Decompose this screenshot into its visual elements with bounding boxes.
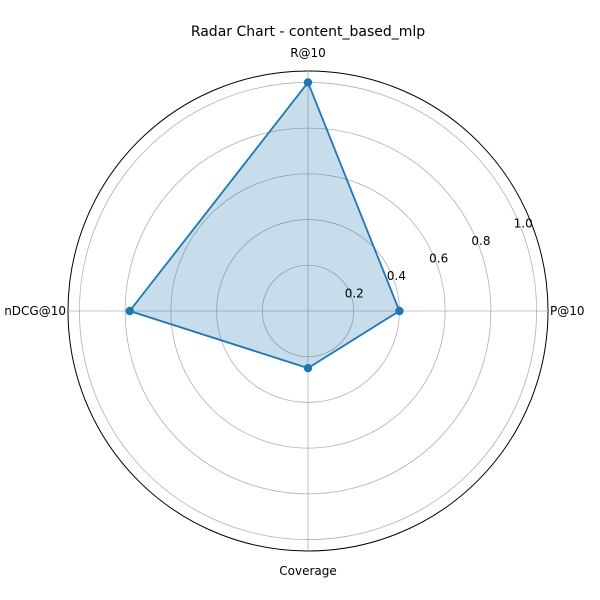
category-label: P@10 [550, 304, 585, 318]
radial-tick-label: 0.2 [345, 287, 364, 301]
series-layer [125, 78, 404, 373]
data-point-r10 [303, 78, 313, 87]
series-fill [129, 82, 400, 369]
data-point-ndcg10 [125, 306, 134, 316]
label-layer: 0.2 0.4 0.6 0.8 1.0 P@10 R@10 nDCG@10 Coverage [4, 46, 584, 578]
radial-tick-label: 0.8 [471, 234, 490, 248]
radial-tick-label: 0.6 [429, 252, 448, 266]
category-label: Coverage [279, 564, 337, 578]
chart-title: Radar Chart - content_based_mlp [191, 24, 425, 40]
data-point-coverage [303, 363, 313, 373]
category-label: R@10 [290, 46, 326, 60]
data-point-p10 [395, 306, 404, 316]
radial-tick-label: 1.0 [514, 217, 533, 231]
category-label: nDCG@10 [4, 304, 66, 318]
radial-tick-label: 0.4 [387, 269, 406, 283]
